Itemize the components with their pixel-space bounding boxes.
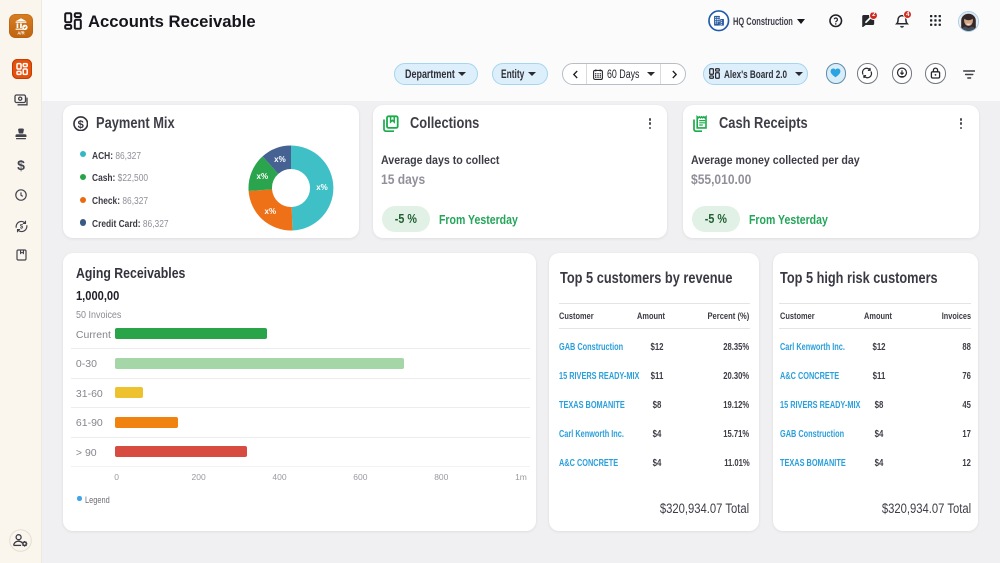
svg-text:x%: x% bbox=[265, 207, 277, 216]
svg-text:A/R: A/R bbox=[17, 31, 24, 36]
svg-text:$: $ bbox=[19, 224, 23, 230]
svg-text:x%: x% bbox=[257, 172, 269, 181]
svg-text:x%: x% bbox=[275, 155, 287, 164]
svg-text:x%: x% bbox=[317, 183, 329, 192]
svg-text:$: $ bbox=[78, 118, 85, 130]
